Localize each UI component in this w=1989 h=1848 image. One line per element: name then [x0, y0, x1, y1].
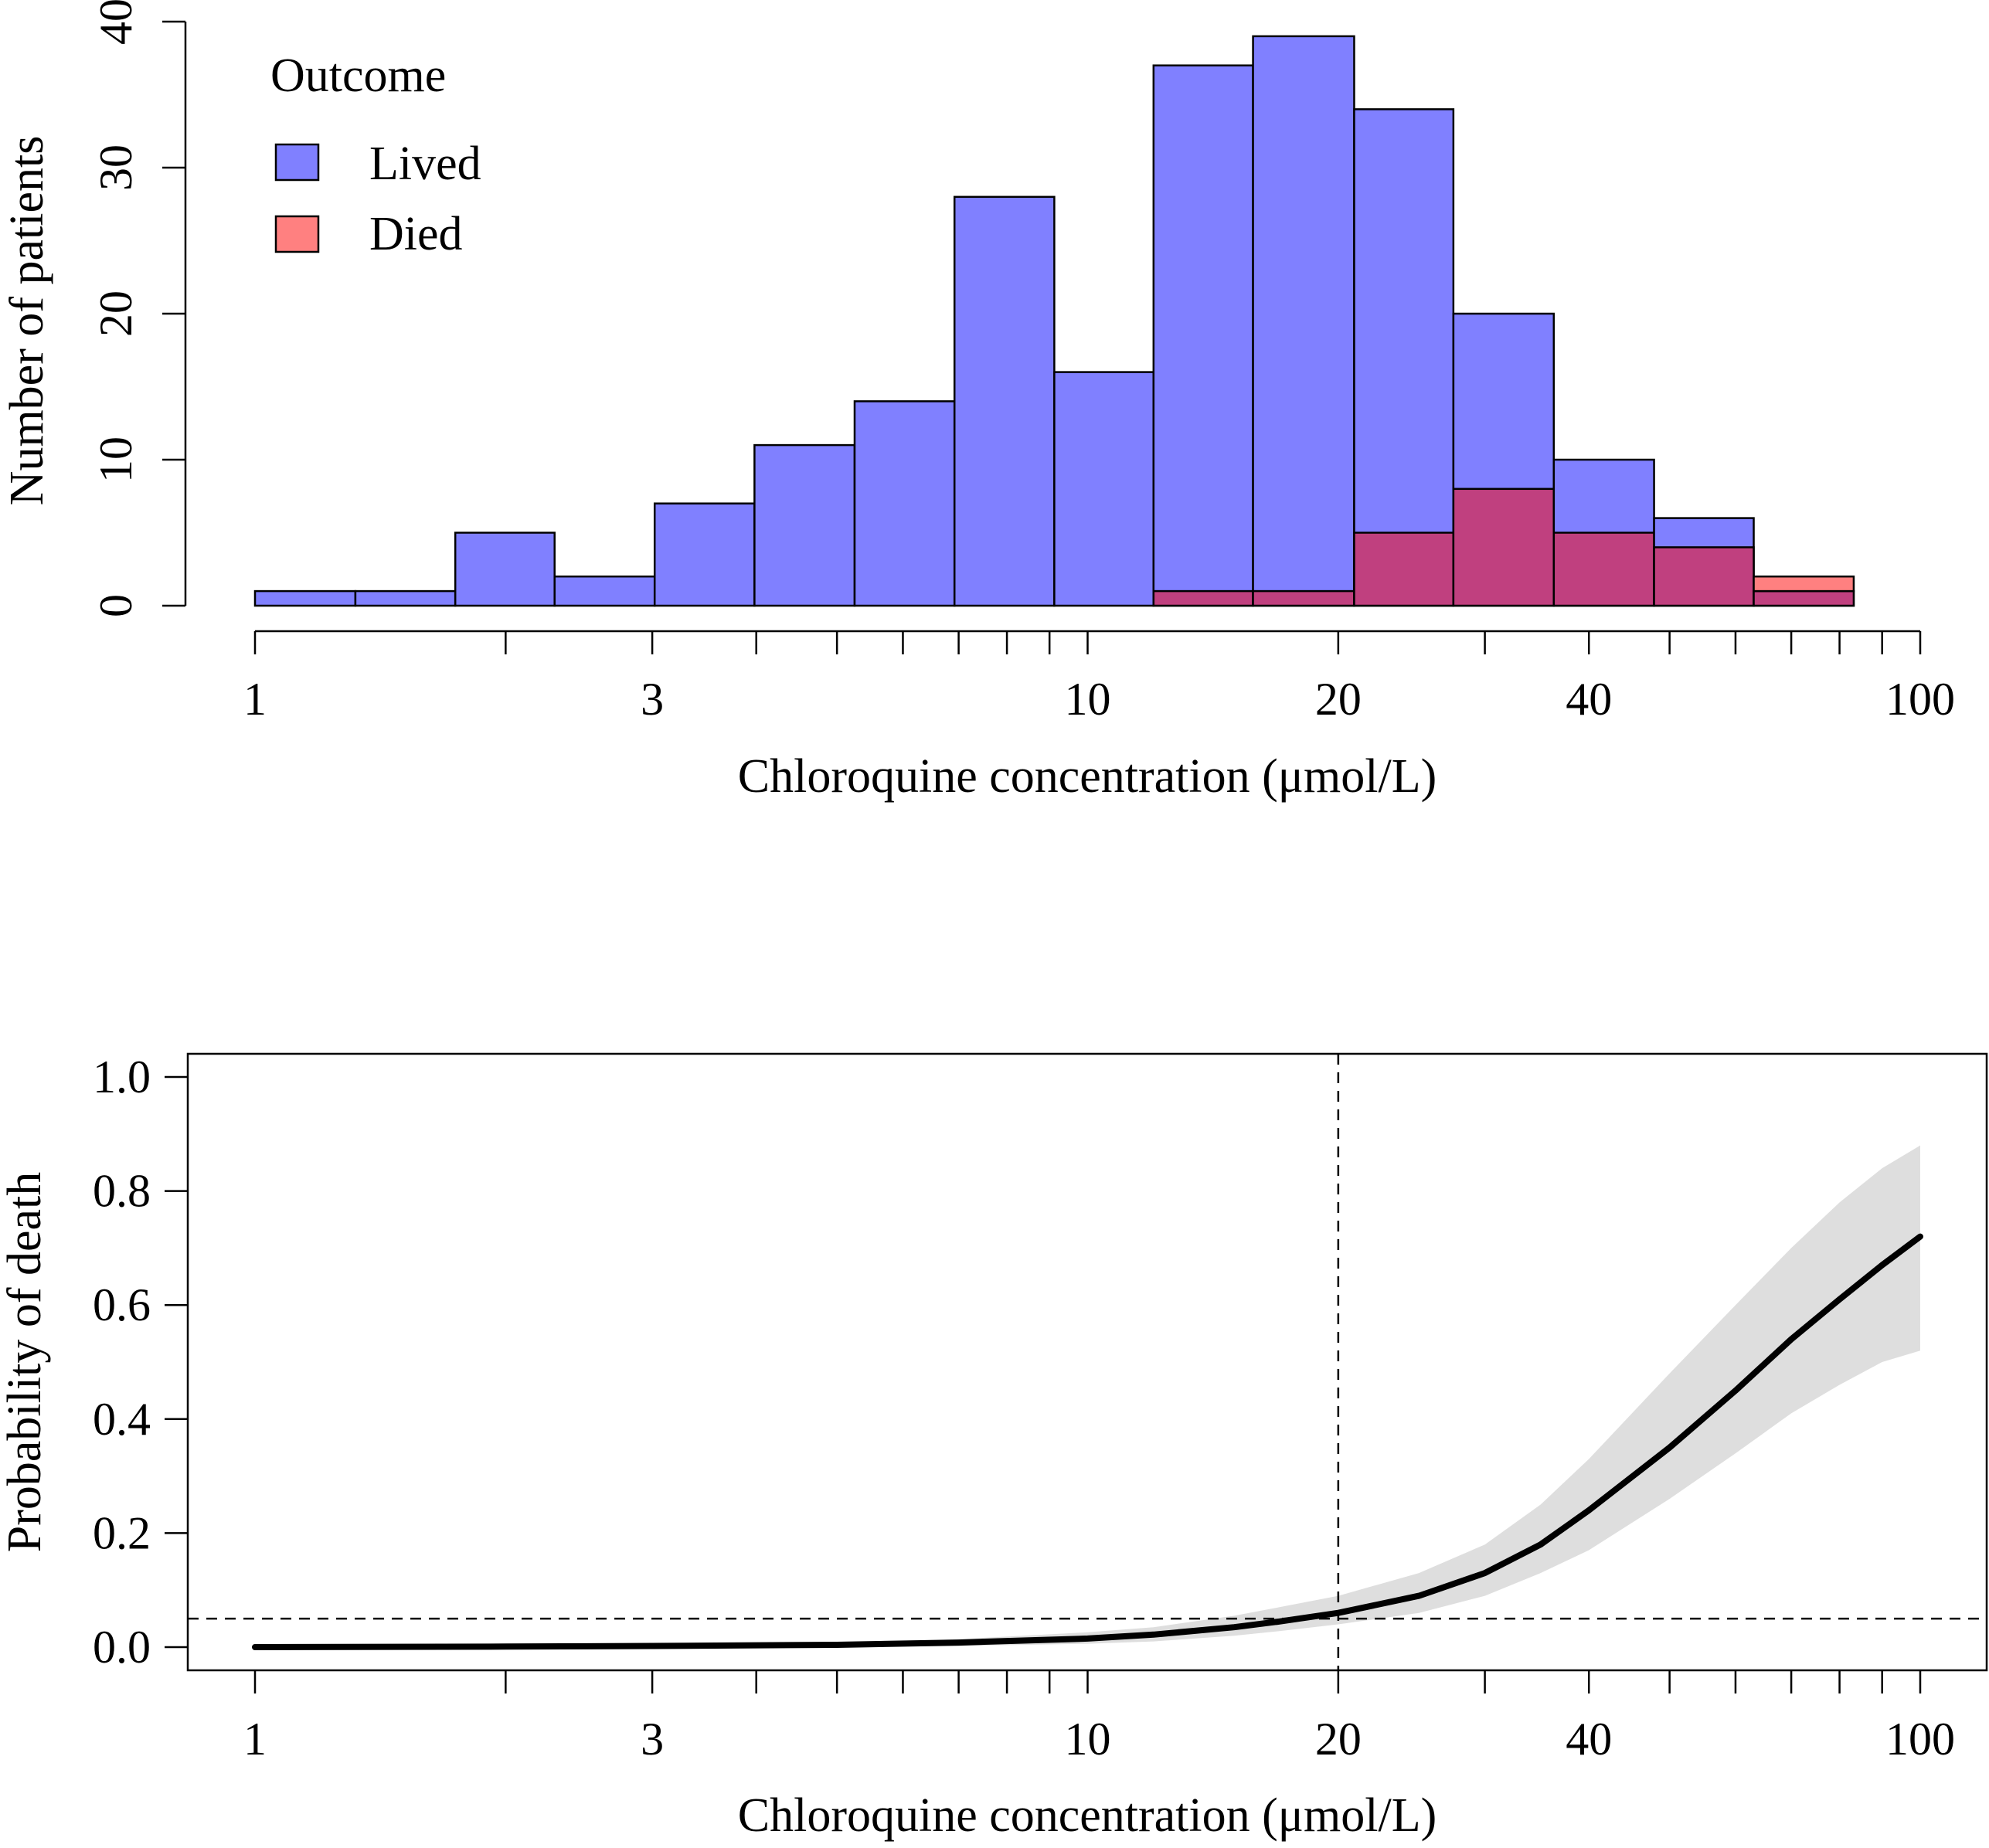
bar-lived: [1353, 108, 1455, 607]
y-axis-title: Probability of death: [0, 1172, 51, 1552]
x-tick-label: 3: [641, 1714, 664, 1765]
bar-died-overlap: [1552, 532, 1655, 607]
x-tick-label: 100: [1885, 1714, 1955, 1765]
bar-lived: [1252, 35, 1355, 607]
y-tick-label: 20: [90, 290, 141, 337]
bar-died-overlap: [1252, 589, 1355, 607]
legend-title: Outcome: [270, 49, 446, 102]
y-tick-label: 0.8: [93, 1166, 151, 1217]
x-axis-title: Chloroquine concentration (μmol/L): [738, 1789, 1436, 1842]
y-tick-label: 0.6: [93, 1279, 151, 1330]
x-tick-label: 20: [1315, 1714, 1362, 1765]
legend-label-lived: Lived: [369, 138, 481, 190]
bar-lived: [454, 532, 556, 607]
legend-label-died: Died: [369, 208, 463, 260]
x-tick-label: 3: [641, 674, 664, 725]
bar-lived: [1152, 64, 1254, 607]
bar-died-overlap: [1353, 532, 1455, 607]
y-tick-label: 1.0: [93, 1051, 151, 1102]
bar-lived: [753, 443, 856, 607]
bar-died-overlap: [1653, 546, 1755, 607]
legend-swatch-died: [274, 215, 320, 253]
bar-lived: [553, 575, 656, 607]
bar-lived: [253, 589, 357, 607]
probability-line: [252, 1233, 1923, 1650]
x-tick-label: 10: [1065, 674, 1111, 725]
x-tick-label: 40: [1566, 1714, 1612, 1765]
bar-lived: [1053, 371, 1155, 607]
y-tick-label: 10: [90, 437, 141, 483]
x-tick-label: 100: [1885, 674, 1955, 725]
y-tick-label: 0.2: [93, 1507, 151, 1558]
y-axis-title: Number of patients: [1, 136, 53, 506]
x-tick-label: 1: [243, 674, 267, 725]
bar-died: [1753, 575, 1855, 593]
bar-died-overlap: [1753, 589, 1855, 607]
bar-lived: [953, 195, 1056, 607]
bar-lived: [853, 400, 956, 607]
y-tick-label: 0.0: [93, 1622, 151, 1673]
confidence-band: [255, 1145, 1920, 1647]
bar-lived: [653, 502, 756, 607]
x-tick-label: 1: [243, 1714, 267, 1765]
x-tick-label: 10: [1065, 1714, 1111, 1765]
bar-lived: [354, 589, 457, 607]
bar-died-overlap: [1452, 487, 1556, 607]
x-axis-title: Chloroquine concentration (μmol/L): [738, 750, 1436, 803]
probability-panel: 1 3 10 20 40 100 Chloroquine concentration (μm…: [0, 1051, 1988, 1842]
legend-swatch-lived: [274, 143, 320, 182]
y-tick-label: 30: [90, 144, 141, 191]
y-tick-label: 0.4: [93, 1394, 151, 1445]
y-tick-label: 40: [90, 0, 141, 45]
x-tick-label: 20: [1315, 674, 1362, 725]
y-tick-label: 0: [90, 594, 141, 617]
x-tick-label: 40: [1566, 674, 1612, 725]
bar-died-overlap: [1152, 589, 1254, 607]
